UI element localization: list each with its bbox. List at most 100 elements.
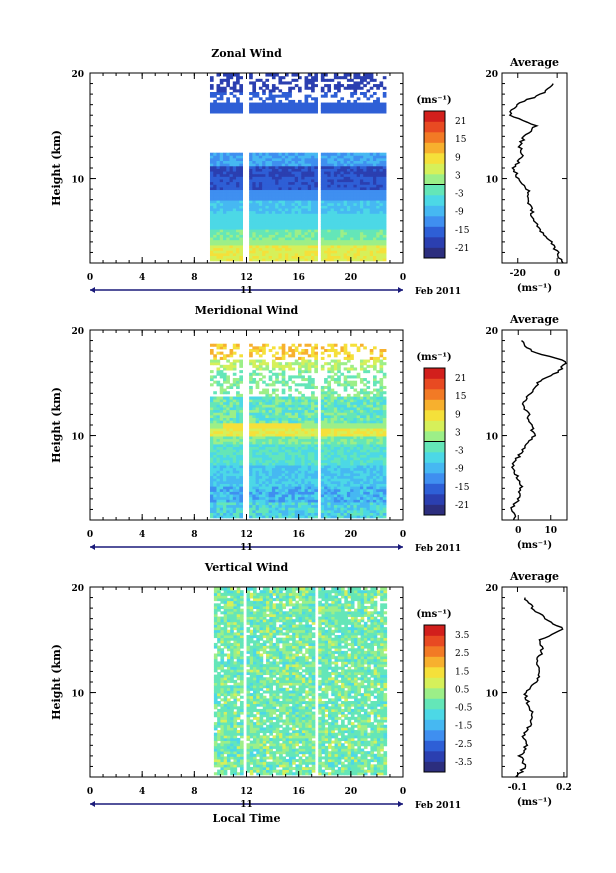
heatmap-cell [213, 245, 217, 249]
heatmap-cell [278, 515, 283, 519]
heatmap-cell [333, 422, 338, 426]
heatmap-cell [258, 480, 263, 484]
heatmap-cell [340, 213, 345, 217]
heatmap-cell [301, 462, 305, 466]
heatmap-cell [320, 176, 325, 180]
heatmap-cell [294, 107, 299, 111]
heatmap-cell [343, 499, 348, 503]
heatmap-cell [262, 457, 266, 461]
heatmap-cell [333, 454, 338, 458]
heatmap-cell [337, 396, 341, 400]
heatmap-cell [226, 412, 230, 416]
heatmap-cell [236, 239, 240, 243]
heatmap-cell [288, 94, 292, 98]
heatmap-cell [376, 176, 380, 180]
heatmap-cell [307, 155, 312, 159]
heatmap-cell [291, 417, 296, 421]
heatmap-cell [275, 351, 279, 355]
heatmap-cell [275, 425, 279, 429]
heatmap-cell [311, 252, 315, 257]
heatmap-cell [333, 512, 338, 516]
heatmap-cell [268, 213, 273, 217]
heatmap-cell [376, 247, 380, 251]
heatmap-cell [271, 364, 276, 368]
heatmap-cell [311, 494, 315, 498]
heatmap-cell [298, 202, 302, 206]
heatmap-cell [271, 438, 276, 442]
heatmap-cell [268, 250, 273, 254]
heatmap-cell [363, 192, 367, 196]
heatmap-cell [330, 202, 335, 206]
heatmap-cell [288, 515, 292, 519]
heatmap-cell [327, 245, 332, 249]
heatmap-cell [304, 430, 309, 434]
heatmap-cell [209, 430, 214, 434]
heatmap-cell [350, 160, 354, 164]
heatmap-cell [223, 441, 227, 445]
heatmap-cell [271, 480, 276, 484]
heatmap-cell [278, 480, 283, 484]
heatmap-cell [304, 407, 309, 411]
heatmap-cell [327, 396, 332, 400]
heatmap-cell [236, 157, 240, 162]
heatmap-cell [359, 202, 364, 206]
heatmap-cell [327, 210, 332, 214]
heatmap-cell [275, 202, 279, 206]
heatmap-cell [278, 436, 283, 440]
heatmap-cell [252, 457, 257, 461]
heatmap-cell [304, 197, 309, 201]
heatmap-cell [346, 383, 351, 387]
heatmap-cell [346, 229, 351, 233]
heatmap-cell [320, 187, 325, 191]
heatmap-cell [356, 160, 361, 164]
heatmap-cell [291, 252, 296, 257]
heatmap-cell [379, 255, 384, 259]
heatmap-cell [271, 399, 276, 403]
heatmap-cell [307, 250, 312, 254]
heatmap-cell [337, 465, 341, 469]
heatmap-cell [304, 483, 309, 487]
heatmap-cell [330, 417, 335, 421]
heatmap-cell [275, 465, 279, 469]
heatmap-cell [333, 76, 338, 80]
heatmap-cell [327, 404, 332, 408]
heatmap-cell [327, 218, 332, 222]
heatmap-cell [236, 200, 240, 204]
heatmap-cell [252, 430, 257, 434]
heatmap-cell [291, 404, 296, 408]
colorbar-swatch [424, 174, 445, 185]
heatmap-cell [236, 401, 240, 405]
heatmap-cell [232, 428, 237, 432]
heatmap-cell [271, 383, 276, 387]
heatmap-cell [209, 237, 214, 241]
heatmap-cell [219, 457, 224, 461]
heatmap-cell [320, 165, 325, 169]
heatmap-cell [249, 378, 253, 382]
heatmap-cell [307, 486, 312, 490]
heatmap-cell [340, 504, 345, 508]
heatmap-cell [304, 446, 309, 450]
heatmap-cell [324, 247, 328, 251]
heatmap-cell [298, 454, 302, 458]
heatmap-cell [337, 102, 341, 106]
heatmap-cell [320, 475, 325, 479]
heatmap-cell [268, 208, 273, 212]
heatmap-cell [236, 465, 240, 469]
heatmap-cell [294, 441, 299, 445]
heatmap-cell [249, 250, 253, 254]
heatmap-cell [281, 252, 286, 257]
heatmap-cell [343, 247, 348, 251]
heatmap-cell [327, 354, 332, 358]
heatmap-cell [281, 499, 286, 503]
heatmap-cell [294, 515, 299, 519]
heatmap-cell [333, 231, 338, 235]
heatmap-cell [236, 399, 240, 403]
heatmap-cell [337, 171, 341, 175]
heatmap-cell [278, 155, 283, 159]
heatmap-cell [330, 407, 335, 411]
heatmap-cell [340, 483, 345, 487]
heatmap-cell [262, 420, 266, 424]
heatmap-cell [311, 110, 315, 114]
heatmap-cell [252, 242, 257, 246]
heatmap-cell [239, 252, 243, 257]
